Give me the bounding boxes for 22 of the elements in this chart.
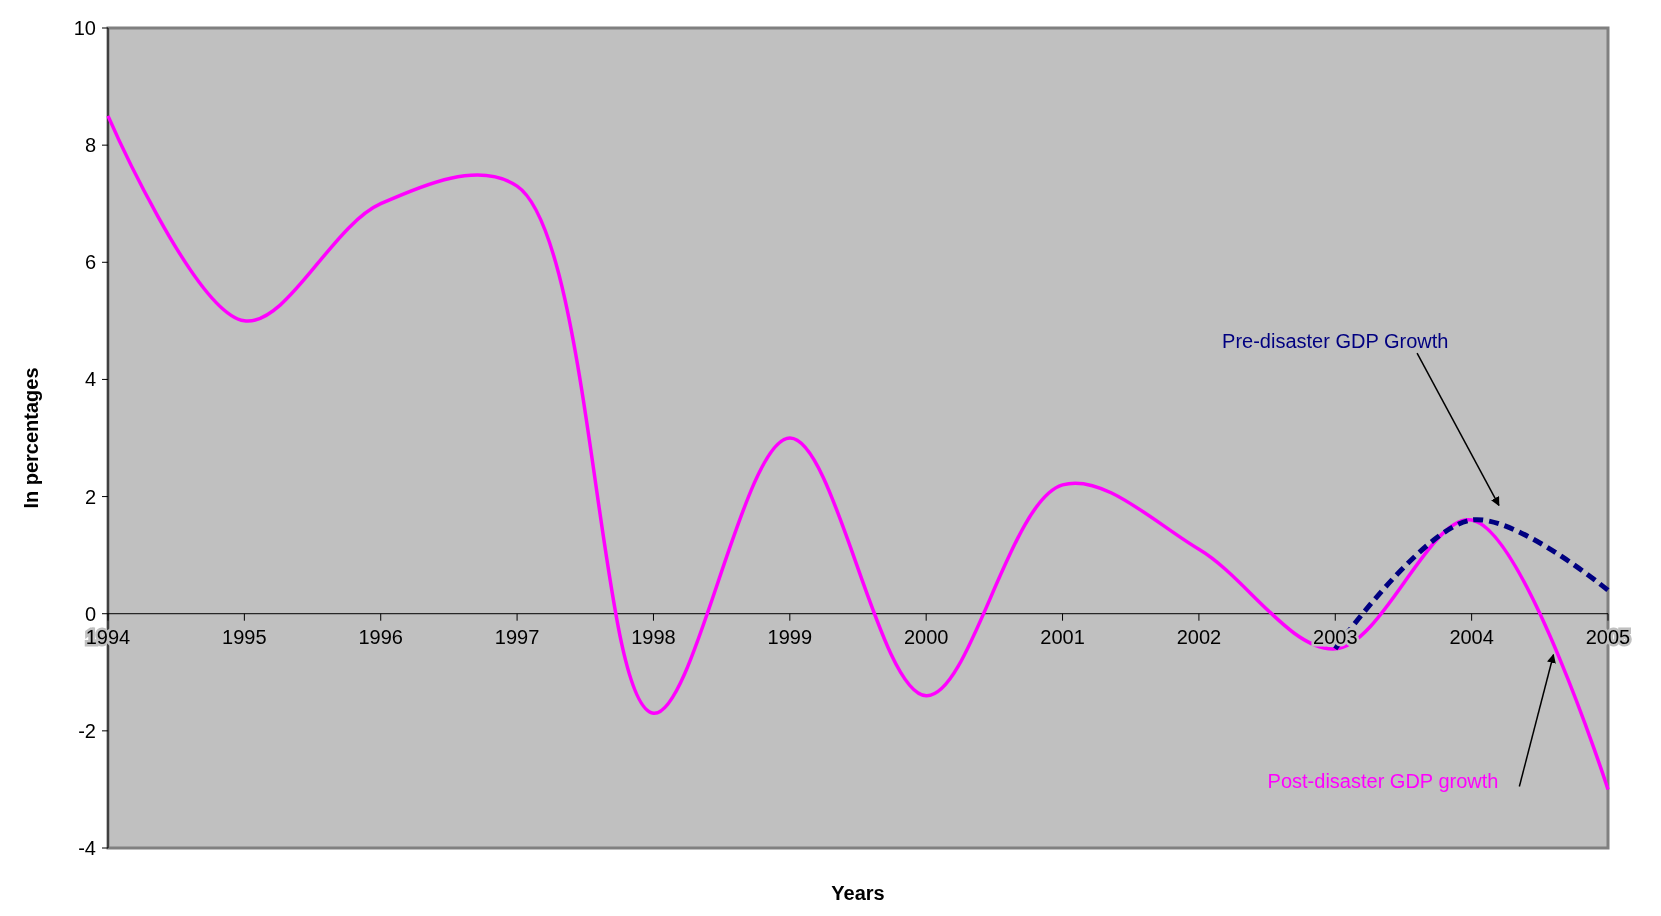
y-tick-label: -2 — [78, 719, 96, 742]
x-tick-label: 2000 — [903, 625, 949, 648]
y-tick-label: -4 — [78, 837, 96, 859]
x-tick-label: 1996 — [358, 625, 403, 648]
x-tick-label: 2004 — [1449, 625, 1494, 648]
x-axis-title: Years — [831, 882, 885, 904]
x-tick-label: 2005 — [1585, 625, 1631, 648]
x-tick-label: 2001 — [1040, 625, 1085, 648]
y-tick-label: 0 — [84, 602, 96, 625]
y-tick-label: 6 — [84, 251, 96, 274]
y-tick-label: 10 — [73, 17, 96, 39]
x-tick-label: 1997 — [494, 625, 540, 648]
text: Post-disaster GDP growth — [1267, 769, 1499, 792]
y-tick-label: 8 — [84, 134, 96, 157]
text: Pre-disaster GDP Growth — [1222, 330, 1449, 353]
y-tick-label: 2 — [84, 485, 96, 508]
y-axis-title: In percentages — [20, 367, 42, 509]
y-tick-label: 4 — [84, 368, 96, 391]
x-tick-label: 1998 — [631, 625, 676, 648]
x-tick-label: 1999 — [767, 625, 813, 648]
x-tick-label: 2002 — [1176, 625, 1222, 648]
x-tick-label: 1995 — [222, 625, 267, 648]
